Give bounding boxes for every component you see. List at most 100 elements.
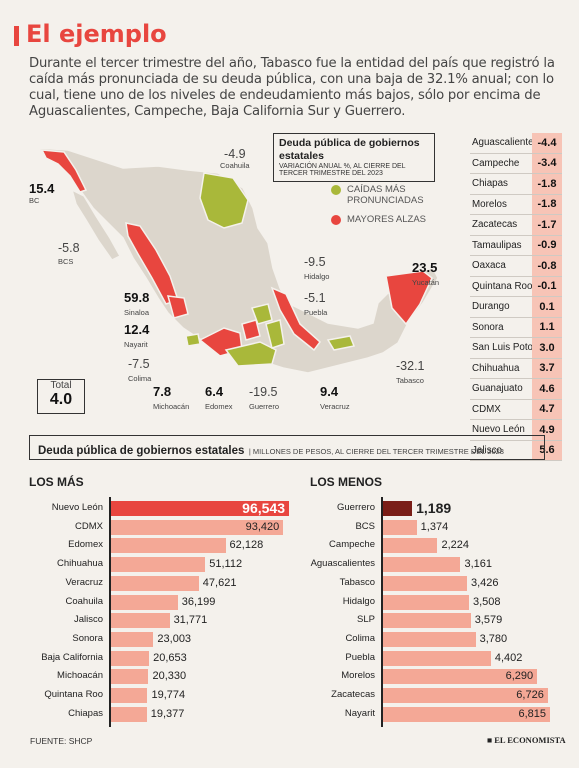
bar-category-label: SLP bbox=[357, 614, 375, 626]
map-label-tabasco: -32.1 Tabasco bbox=[396, 359, 425, 385]
state-name: Oaxaca bbox=[472, 260, 506, 272]
state-value: 4.9 bbox=[532, 420, 562, 440]
bar-value-label: 47,621 bbox=[202, 576, 237, 589]
state-name: San Luis Potosí bbox=[472, 342, 532, 354]
state-value: -1.8 bbox=[532, 174, 562, 194]
total-label: Total bbox=[50, 380, 72, 391]
bar-value-label: 62,128 bbox=[229, 539, 264, 552]
chart-axis-line bbox=[109, 497, 111, 728]
bar-category-label: Jalisco bbox=[73, 614, 103, 626]
state-value: -1.8 bbox=[532, 194, 562, 214]
map-label-edomex: 6.4 Edomex bbox=[205, 384, 233, 411]
bar bbox=[111, 519, 284, 535]
bar-value-label: 3,161 bbox=[464, 558, 492, 571]
bar-value-label: 3,579 bbox=[474, 614, 503, 627]
map-state-hidalgo bbox=[251, 303, 273, 325]
bar-category-label: Campeche bbox=[329, 539, 375, 551]
section-header-box: Deuda pública de gobiernos estatales | M… bbox=[29, 435, 545, 460]
bar-value-label: 3,780 bbox=[479, 632, 508, 645]
mexico-map bbox=[35, 147, 439, 374]
state-value: -0.9 bbox=[532, 235, 562, 255]
bar-value-label: 23,003 bbox=[157, 632, 192, 645]
total-value: 4.0 bbox=[49, 391, 73, 408]
map-legend-items: CAÍDAS MÁS PRONUNCIADAS MAYORES ALZAS bbox=[331, 184, 439, 233]
state-value: -3.4 bbox=[532, 153, 562, 173]
state-name: Morelos bbox=[472, 198, 507, 210]
bar-chart-los-menos: Guerrero 1,189 BCS 1,374 Campeche 2,224 Aguasc… bbox=[310, 497, 555, 728]
map-label-sinaloa: 59.8 Sinaloa bbox=[124, 290, 150, 317]
map-state-puebla bbox=[265, 319, 285, 349]
bar bbox=[111, 688, 148, 703]
bar-value-label: 96,543 bbox=[242, 500, 285, 516]
map-state-edomex bbox=[241, 319, 261, 341]
legend-item-red: MAYORES ALZAS bbox=[331, 214, 439, 225]
map-label-puebla: -5.1 Puebla bbox=[304, 291, 328, 317]
intro-text: Durante el tercer trimestre del año, Tab… bbox=[29, 56, 555, 119]
map-legend-box: Deuda pública de gobiernos estatales VAR… bbox=[273, 133, 435, 182]
map-label-veracruz: 9.4 Veracruz bbox=[320, 384, 350, 411]
bar-category-label: Veracruz bbox=[65, 576, 104, 588]
state-name: Sonora bbox=[472, 321, 504, 333]
bar-category-label: Guerrero bbox=[336, 502, 375, 513]
bar-value-label: 19,774 bbox=[151, 689, 186, 701]
state-name: Quintana Roo bbox=[472, 280, 532, 292]
state-name: Tamaulipas bbox=[472, 239, 522, 251]
bar bbox=[383, 669, 538, 685]
bar-value-label: 20,653 bbox=[153, 651, 187, 664]
state-value: -0.8 bbox=[532, 256, 562, 276]
map-state-bc bbox=[40, 149, 88, 193]
bar bbox=[383, 501, 413, 516]
bar-value-label: 20,330 bbox=[152, 670, 187, 683]
bar bbox=[383, 538, 438, 554]
state-value: 3.0 bbox=[532, 338, 562, 358]
bar-value-label: 6,726 bbox=[516, 689, 544, 701]
bar bbox=[111, 669, 149, 685]
bar bbox=[383, 575, 467, 591]
state-value: 5.6 bbox=[532, 440, 562, 460]
bar bbox=[111, 557, 206, 573]
bar-chart-los-mas: Nuevo León 96,543 CDMX 93,420 Edomex 62,128 Ch… bbox=[29, 497, 291, 728]
map-state-tabasco bbox=[326, 335, 356, 351]
bar-value-label: 2,224 bbox=[441, 539, 470, 552]
map-label-guerrero: -19.5 Guerrero bbox=[249, 385, 280, 411]
map-label-nayarit: 12.4 Nayarit bbox=[124, 322, 150, 349]
state-table-row: Nuevo León 4.9 bbox=[470, 420, 562, 441]
bar bbox=[383, 688, 548, 703]
state-table-row: San Luis Potosí3.0 bbox=[470, 338, 562, 359]
bar-category-label: Colima bbox=[345, 632, 375, 644]
map-label-yucatan: 23.5 Yucatán bbox=[412, 260, 440, 287]
state-table-row: Jalisco 5.6 bbox=[470, 440, 562, 461]
bar-category-label: Sonora bbox=[72, 632, 103, 644]
state-table-row: Chihuahua 3.7 bbox=[470, 358, 562, 379]
bar bbox=[111, 631, 154, 647]
bar bbox=[383, 613, 471, 629]
map-state-veracruz bbox=[270, 286, 322, 352]
state-table-row: Oaxaca -0.8 bbox=[470, 256, 562, 277]
state-value: -1.7 bbox=[532, 215, 562, 235]
map-state-nayarit bbox=[166, 295, 189, 319]
bar-value-label: 1,374 bbox=[420, 520, 449, 533]
state-table-row: Tamaulipas -0.9 bbox=[470, 235, 562, 256]
bar-value-label: 4,402 bbox=[494, 651, 523, 664]
state-value: 4.6 bbox=[532, 379, 562, 399]
state-table-row: Aguascalientes -4.4 bbox=[470, 133, 562, 154]
chart-title-los-menos: LOS MENOS bbox=[310, 475, 383, 489]
state-table-row: Sonora 1.1 bbox=[470, 317, 562, 338]
bar-category-label: BCS bbox=[355, 520, 375, 532]
state-variation-table: Aguascalientes -4.4 Campeche -3.4 Chiapas -1.… bbox=[470, 133, 562, 461]
bar-category-label: Edomex bbox=[68, 539, 103, 551]
map-state-coahuila bbox=[199, 172, 249, 229]
bar-category-label: Puebla bbox=[345, 651, 375, 663]
bar-value-label: 6,290 bbox=[505, 670, 534, 683]
bar bbox=[111, 538, 226, 554]
source-note: FUENTE: SHCP bbox=[30, 736, 93, 746]
map-label-hidalgo: -9.5 Hidalgo bbox=[304, 255, 330, 281]
section-title: Deuda pública de gobiernos estatales bbox=[38, 445, 245, 457]
bar bbox=[383, 631, 476, 647]
state-name: Guanajuato bbox=[472, 383, 523, 395]
state-name: Zacatecas bbox=[472, 219, 518, 231]
state-value: 1.1 bbox=[532, 317, 562, 337]
bar-value-label: 31,771 bbox=[173, 614, 208, 627]
bar-value-label: 3,426 bbox=[470, 576, 499, 589]
bar-category-label: Coahuila bbox=[65, 595, 104, 607]
